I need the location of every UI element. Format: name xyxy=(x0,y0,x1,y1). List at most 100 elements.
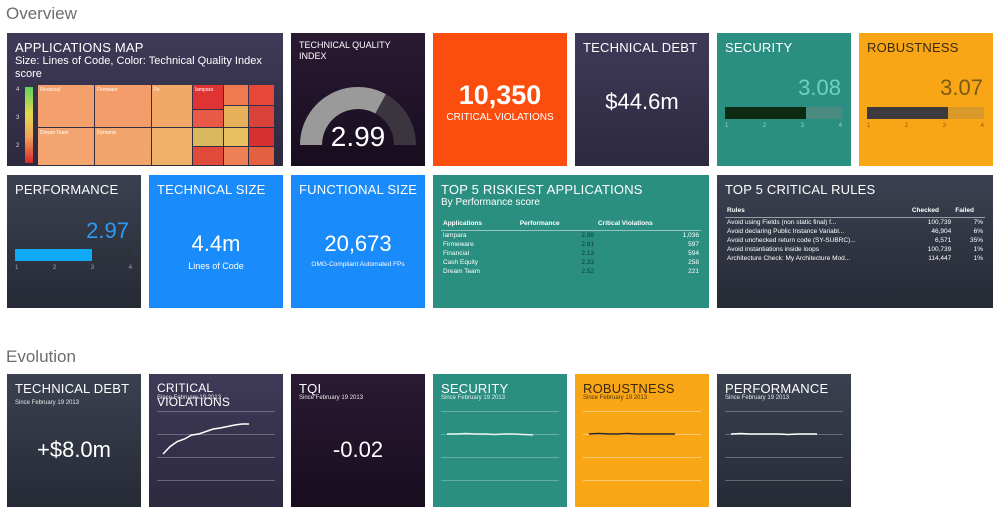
evolution-critical-violations-tile[interactable]: CRITICAL VIOLATIONS Since February 19 20… xyxy=(149,374,283,507)
trend-sparkline xyxy=(447,432,534,436)
evolution-technical-debt-tile[interactable]: TECHNICAL DEBT Since February 19 2013 +$… xyxy=(7,374,141,507)
tick-label: 2 xyxy=(904,123,909,129)
tile-title: FUNCTIONAL SIZE xyxy=(299,182,418,197)
table-row[interactable]: Financial 2.13 594 xyxy=(441,249,701,258)
critical-violations-label: CRITICAL VIOLATIONS xyxy=(446,112,554,123)
functional-size-tile[interactable]: FUNCTIONAL SIZE 20,673 OMG-Compliant Aut… xyxy=(291,175,425,308)
performance-tile[interactable]: PERFORMANCE 2.97 1 2 3 4 xyxy=(7,175,141,308)
since-label: Since February 19 2013 xyxy=(725,395,790,401)
evolution-robustness-tile[interactable]: ROBUSTNESS Since February 19 2013 xyxy=(575,374,709,507)
trend-sparkline xyxy=(588,432,675,435)
security-value: 3.08 xyxy=(798,75,841,100)
violations-cell: 258 xyxy=(688,259,699,266)
legend-label: 2 xyxy=(16,143,20,149)
checked-cell: 114,447 xyxy=(928,255,952,262)
treemap-cell[interactable]: Dynamic xyxy=(95,128,151,165)
failed-cell: 7% xyxy=(973,219,983,226)
tile-title: TOP 5 RISKIEST APPLICATIONS xyxy=(441,182,643,197)
top-critical-rules-tile[interactable]: TOP 5 CRITICAL RULES Rules Checked Faile… xyxy=(717,175,993,308)
treemap-cell[interactable] xyxy=(224,106,248,127)
technical-size-tile[interactable]: TECHNICAL SIZE 4.4m Lines of Code xyxy=(149,175,283,308)
gridline xyxy=(583,411,701,412)
legend-label: 4 xyxy=(16,87,20,93)
treemap-cell[interactable] xyxy=(193,147,223,165)
performance-score-bar xyxy=(15,249,132,261)
column-header: Applications xyxy=(441,219,518,231)
security-tile[interactable]: SECURITY 3.08 1 2 3 4 xyxy=(717,33,851,166)
since-label: Since February 19 2013 xyxy=(157,395,222,401)
gridline xyxy=(157,457,275,458)
critical-violations-tile[interactable]: 10,350 CRITICAL VIOLATIONS xyxy=(433,33,567,166)
critical-rules-table: Rules Checked Failed Avoid using Fields … xyxy=(725,206,985,263)
critical-violations-value: 10,350 xyxy=(458,80,542,110)
failed-cell: 1% xyxy=(973,246,983,253)
performance-cell: 2.52 xyxy=(581,268,594,275)
technical-quality-index-tile[interactable]: TECHNICAL QUALITY INDEX 2.99 xyxy=(291,33,425,166)
evolution-security-tile[interactable]: SECURITY Since February 19 2013 xyxy=(433,374,567,507)
performance-cell: 2.33 xyxy=(581,259,594,266)
gridline xyxy=(157,434,275,435)
treemap-cell[interactable] xyxy=(249,147,274,165)
treemap-cell[interactable] xyxy=(249,85,274,105)
tile-title: SECURITY xyxy=(441,381,509,396)
tile-title: SECURITY xyxy=(725,40,793,55)
applications-treemap[interactable]: Financial Firmware Fx lampara Dream Team… xyxy=(38,85,274,165)
tick-label: 1 xyxy=(15,265,19,271)
tick-label: 4 xyxy=(980,123,984,129)
failed-cell: 35% xyxy=(969,237,983,244)
evolution-heading: Evolution xyxy=(6,347,76,366)
app-name: Financial xyxy=(443,250,470,257)
table-row[interactable]: Avoid using Fields (non static final) f.… xyxy=(725,218,985,228)
treemap-cell[interactable]: Financial xyxy=(38,85,94,127)
performance-cell: 2.13 xyxy=(581,250,594,257)
robustness-tile[interactable]: ROBUSTNESS 3.07 1 2 3 4 xyxy=(859,33,993,166)
tqi-gauge xyxy=(300,87,416,146)
treemap-cell[interactable]: lampara xyxy=(193,85,223,109)
treemap-cell[interactable] xyxy=(224,147,248,165)
gridline xyxy=(157,480,275,481)
table-row[interactable]: lampara 2.88 1,036 xyxy=(441,231,701,241)
table-row[interactable]: Cash Equity 2.33 258 xyxy=(441,258,701,267)
treemap-cell[interactable] xyxy=(152,128,192,165)
rule-name: Avoid using Fields (non static final) f.… xyxy=(727,219,837,226)
checked-cell: 6,571 xyxy=(934,237,952,244)
table-row[interactable]: Firmeware 2.81 597 xyxy=(441,240,701,249)
tick-label: 4 xyxy=(128,265,132,271)
technical-debt-tile[interactable]: TECHNICAL DEBT $44.6m xyxy=(575,33,709,166)
table-row[interactable]: Avoid declaring Public Instance Variabl.… xyxy=(725,227,985,236)
table-row[interactable]: Architecture Check: My Architecture Mod.… xyxy=(725,254,985,263)
tile-title: TOP 5 CRITICAL RULES xyxy=(725,182,876,197)
table-row[interactable]: Dream Team 2.52 221 xyxy=(441,267,701,276)
color-scale-legend xyxy=(25,87,33,163)
treemap-cell[interactable] xyxy=(224,128,248,146)
treemap-cell[interactable] xyxy=(193,128,223,146)
technical-size-label: Lines of Code xyxy=(188,261,244,271)
treemap-cell[interactable]: Dream Team xyxy=(38,128,94,165)
security-score-bar xyxy=(725,107,842,119)
tick-label: 3 xyxy=(800,123,805,129)
score-bar-fill xyxy=(867,107,948,119)
column-header: Failed xyxy=(953,206,985,218)
treemap-cell[interactable] xyxy=(249,106,274,127)
functional-size-label: OMG-Compliant Automated FPs xyxy=(311,261,405,268)
table-row[interactable]: Avoid unchecked return code (SY-SUBRC)..… xyxy=(725,236,985,245)
riskiest-applications-table: Applications Performance Critical Violat… xyxy=(441,219,701,276)
treemap-cell[interactable] xyxy=(224,85,248,105)
treemap-cell[interactable]: Fx xyxy=(152,85,192,127)
treemap-cell[interactable] xyxy=(193,110,223,127)
since-label: Since February 19 2013 xyxy=(583,395,648,401)
treemap-cell[interactable]: Firmware xyxy=(95,85,151,127)
tile-title: ROBUSTNESS xyxy=(867,40,959,55)
table-row[interactable]: Avoid instantiations inside loops 100,73… xyxy=(725,245,985,254)
tile-title: TQI xyxy=(299,381,322,396)
violations-cell: 221 xyxy=(688,268,699,275)
evolution-performance-tile[interactable]: PERFORMANCE Since February 19 2013 xyxy=(717,374,851,507)
evolution-tqi-tile[interactable]: TQI Since February 19 2013 -0.02 xyxy=(291,374,425,507)
top-riskiest-applications-tile[interactable]: TOP 5 RISKIEST APPLICATIONS By Performan… xyxy=(433,175,709,308)
performance-value: 2.97 xyxy=(86,218,129,243)
gridline xyxy=(583,457,701,458)
treemap-cell[interactable] xyxy=(249,128,274,146)
gridline xyxy=(441,457,559,458)
trend-sparkline xyxy=(730,432,817,436)
violations-cell: 594 xyxy=(688,250,699,257)
